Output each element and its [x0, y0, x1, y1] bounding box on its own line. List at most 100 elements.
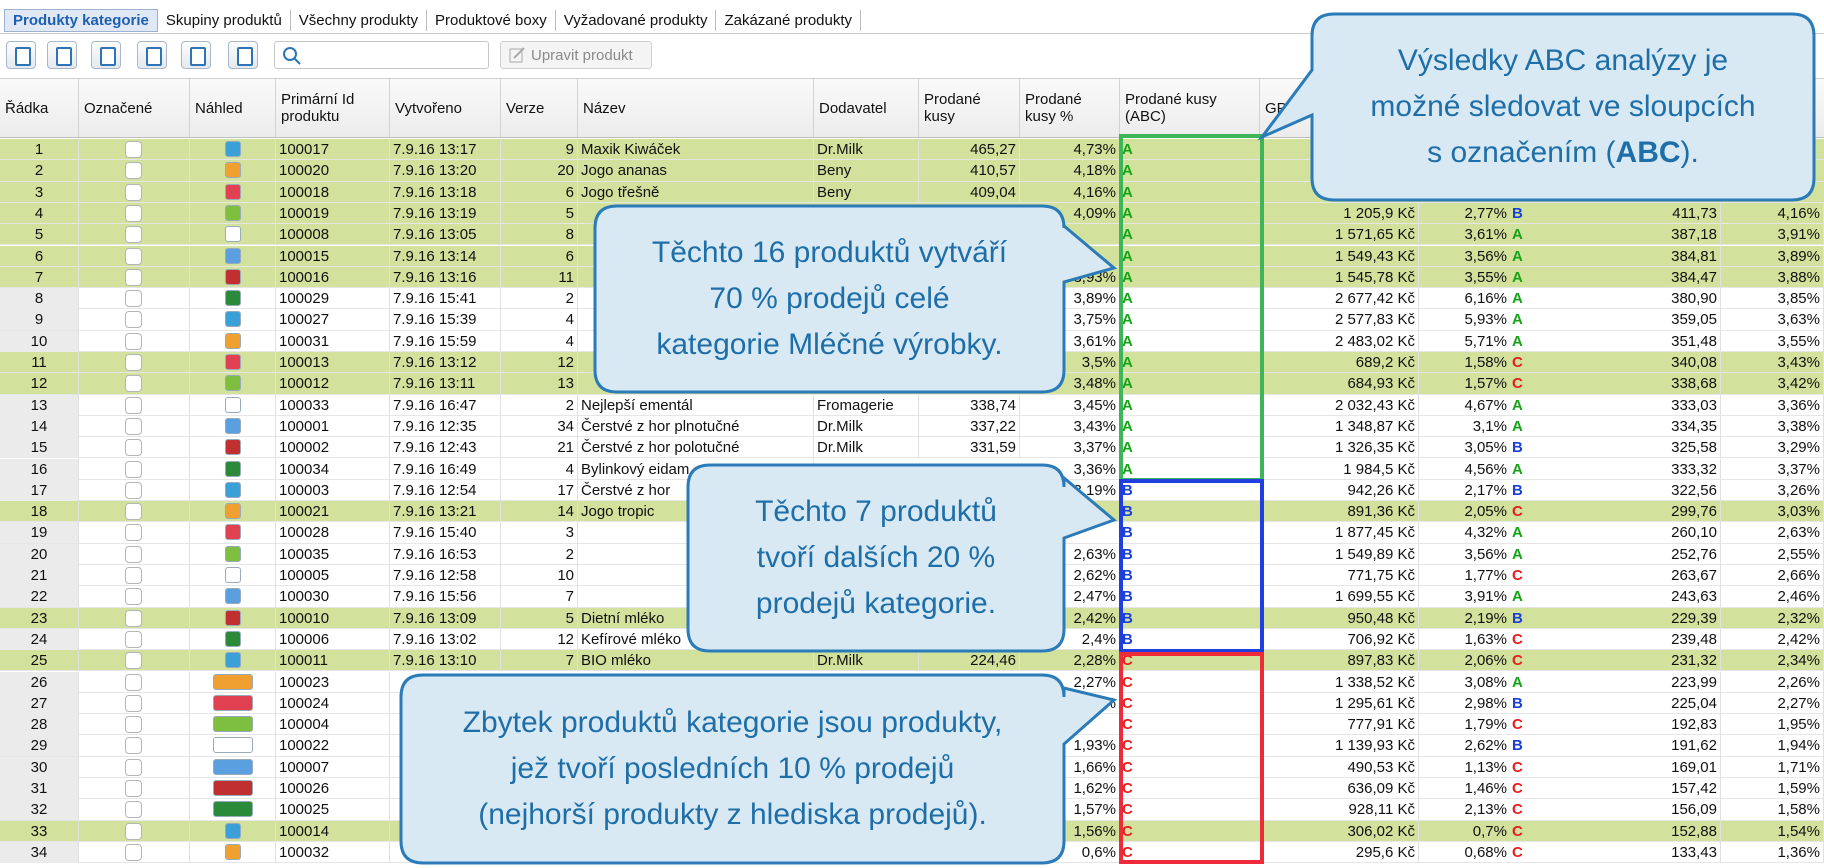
row-number-bg: [0, 628, 79, 650]
table-cell: 4: [501, 458, 578, 480]
table-cell: 3,08%: [1464, 673, 1507, 691]
checkbox[interactable]: [125, 588, 142, 606]
checkbox[interactable]: [125, 226, 142, 244]
abc-class: A: [1122, 375, 1133, 393]
table-cell: 897,83 Kč: [1260, 650, 1419, 672]
table-row[interactable]: 5 100008 7.9.16 13:05 8 A 1 571,65 Kč 3,61% A 38…: [0, 224, 1824, 246]
abc-class: C: [1122, 801, 1133, 819]
checkbox[interactable]: [125, 524, 142, 542]
column-header[interactable]: Dodavatel: [814, 79, 919, 137]
column-header[interactable]: Vytvořeno: [390, 79, 501, 137]
checkbox[interactable]: [125, 460, 142, 478]
checkbox[interactable]: [125, 183, 142, 201]
checkbox[interactable]: [125, 311, 142, 329]
table-cell: 942,26 Kč: [1260, 479, 1419, 501]
toolbar-icon[interactable]: [181, 41, 211, 69]
column-header[interactable]: Řádka: [0, 79, 79, 137]
toolbar-icon[interactable]: [137, 41, 167, 69]
checkbox[interactable]: [125, 567, 142, 584]
toolbar-icon[interactable]: [228, 41, 258, 69]
checkbox[interactable]: [125, 630, 142, 648]
callout-text-part: s označením (: [1427, 136, 1616, 169]
table-cell: 100015: [276, 245, 390, 267]
abc-class: B: [1122, 567, 1133, 584]
abc-class: B: [1512, 481, 1523, 499]
table-row[interactable]: 15 100002 7.9.16 12:43 21 Čerstvé z hor polo…: [0, 437, 1824, 459]
tab[interactable]: Všechny produkty: [291, 9, 428, 31]
cell-divider: [275, 565, 276, 586]
checkbox[interactable]: [125, 290, 142, 308]
cell-divider: [189, 543, 190, 565]
product-thumbnail: [225, 268, 241, 285]
table-cell: 17: [0, 479, 79, 501]
tab[interactable]: Produkty kategorie: [4, 8, 158, 32]
column-header[interactable]: Název: [578, 79, 814, 137]
abc-class: C: [1122, 652, 1133, 670]
checkbox[interactable]: [125, 439, 142, 457]
checkbox[interactable]: [125, 503, 142, 521]
checkbox[interactable]: [125, 268, 142, 286]
product-thumbnail: [225, 396, 241, 413]
toolbar-icon[interactable]: [91, 41, 121, 69]
tab[interactable]: Skupiny produktů: [158, 9, 291, 31]
checkbox[interactable]: [125, 716, 142, 734]
search-box[interactable]: [274, 41, 489, 69]
column-header[interactable]: Prodané kusy: [919, 79, 1020, 137]
column-header[interactable]: Označené: [79, 79, 190, 137]
toolbar-icon[interactable]: [47, 41, 77, 69]
checkbox[interactable]: [125, 396, 142, 414]
checkbox[interactable]: [125, 481, 142, 499]
table-cell: 333,03: [1530, 394, 1721, 416]
column-header[interactable]: Verze: [501, 79, 578, 137]
table-row[interactable]: 4 100019 7.9.16 13:19 5 4,09% A 1 205,9 Kč 2,77…: [0, 202, 1824, 225]
cell-divider: [275, 778, 276, 799]
checkbox[interactable]: [125, 162, 142, 180]
checkbox[interactable]: [125, 332, 142, 350]
checkbox[interactable]: [125, 609, 142, 627]
row-number-bg: [0, 394, 79, 416]
abc-class: A: [1122, 247, 1133, 265]
checkbox[interactable]: [125, 822, 142, 840]
table-cell: 411,73: [1530, 202, 1721, 224]
cell-divider: [275, 479, 276, 501]
product-thumbnail: [213, 716, 253, 733]
toolbar-icon[interactable]: [6, 41, 36, 69]
column-header[interactable]: Prodané kusy %: [1020, 79, 1120, 137]
abc-class: A: [1122, 141, 1133, 158]
checkbox[interactable]: [125, 375, 142, 393]
checkbox[interactable]: [125, 204, 142, 222]
checkbox[interactable]: [125, 354, 142, 371]
table-cell: 252,76: [1530, 543, 1721, 565]
checkbox[interactable]: [125, 780, 142, 797]
tab[interactable]: Vyžadované produkty: [556, 9, 717, 31]
cell-divider: [189, 501, 190, 523]
table-row[interactable]: 14 100001 7.9.16 12:35 34 Čerstvé z hor plno…: [0, 415, 1824, 438]
column-header[interactable]: Prodané kusy (ABC): [1120, 79, 1260, 137]
table-cell: 340,08: [1530, 352, 1721, 373]
table-cell: 229,39: [1530, 607, 1721, 629]
checkbox[interactable]: [125, 801, 142, 819]
abc-class: A: [1122, 332, 1133, 350]
tab[interactable]: Produktové boxy: [427, 9, 556, 31]
tab-bar: Produkty kategorie Skupiny produktů Všechn…: [4, 8, 862, 32]
product-thumbnail: [225, 588, 241, 605]
checkbox[interactable]: [125, 417, 142, 435]
checkbox[interactable]: [125, 141, 142, 158]
column-header[interactable]: Náhled: [190, 79, 276, 137]
checkbox[interactable]: [125, 843, 142, 861]
column-header[interactable]: Primární Id produktu: [276, 79, 390, 137]
table-cell: 706,92 Kč: [1260, 628, 1419, 650]
table-row[interactable]: 25 100011 7.9.16 13:10 7 BIO mléko Dr.Milk 224…: [0, 650, 1824, 672]
tab[interactable]: Zakázané produkty: [716, 9, 862, 31]
edit-product-button[interactable]: Upravit produkt: [500, 41, 652, 69]
checkbox[interactable]: [125, 694, 142, 712]
table-cell: 100030: [276, 586, 390, 608]
checkbox[interactable]: [125, 247, 142, 265]
checkbox[interactable]: [125, 758, 142, 776]
checkbox[interactable]: [125, 652, 142, 670]
checkbox[interactable]: [125, 673, 142, 691]
checkbox[interactable]: [125, 737, 142, 755]
checkbox[interactable]: [125, 545, 142, 563]
table-cell: 3: [501, 522, 578, 544]
table-row[interactable]: 13 100033 7.9.16 16:47 2 Nejlepší ementál Fro…: [0, 394, 1824, 416]
